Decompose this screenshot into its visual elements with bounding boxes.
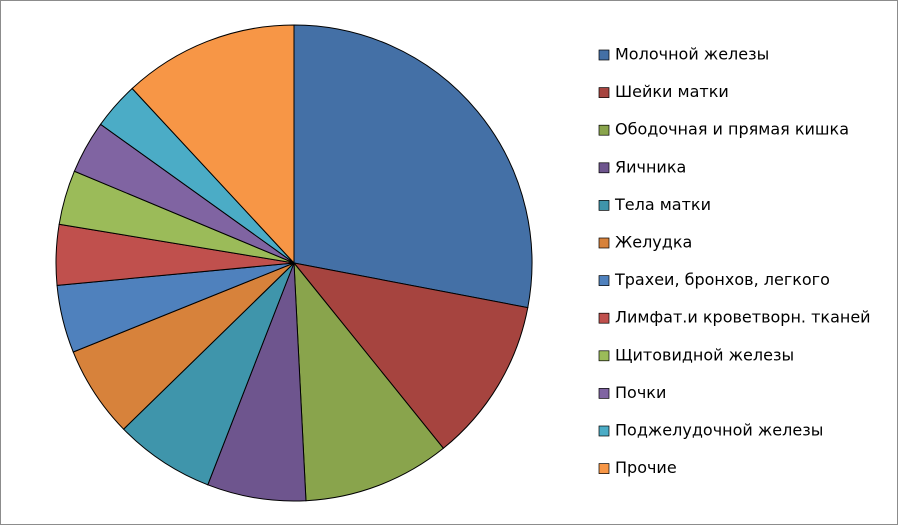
legend-label: Прочие [615,458,677,477]
pie-slice [292,262,529,449]
legend-swatch [598,388,610,399]
legend-swatch [598,162,610,174]
legend-swatch [598,200,610,211]
pie-slice [293,24,533,309]
legend-label: Шейки матки [615,82,729,101]
legend-swatch [598,312,610,324]
legend-label: Желудка [615,233,692,252]
legend-label: Тела матки [614,195,711,214]
legend-label: Ободочная и прямая кишка [615,120,849,139]
legend-swatch [598,87,610,98]
legend-swatch [598,124,610,136]
legend-label: Почки [615,383,666,402]
legend-label: Трахеи, бронхов, легкого [614,270,830,289]
legend-swatch [598,463,610,474]
pie-slice [131,24,295,265]
legend-label: Яичника [615,157,686,176]
legend-swatch [598,350,610,362]
legend-label: Поджелудочной железы [615,421,823,440]
legend-swatch [598,425,610,437]
legend-label: Щитовидной железы [615,345,794,364]
legend-swatch [598,237,610,249]
legend-label: Молочной железы [615,45,769,64]
legend-label: Лимфат.и кроветворн. тканей [615,308,871,327]
legend-swatch [598,275,610,286]
legend-swatch [598,49,610,61]
pie-slice [293,261,445,502]
